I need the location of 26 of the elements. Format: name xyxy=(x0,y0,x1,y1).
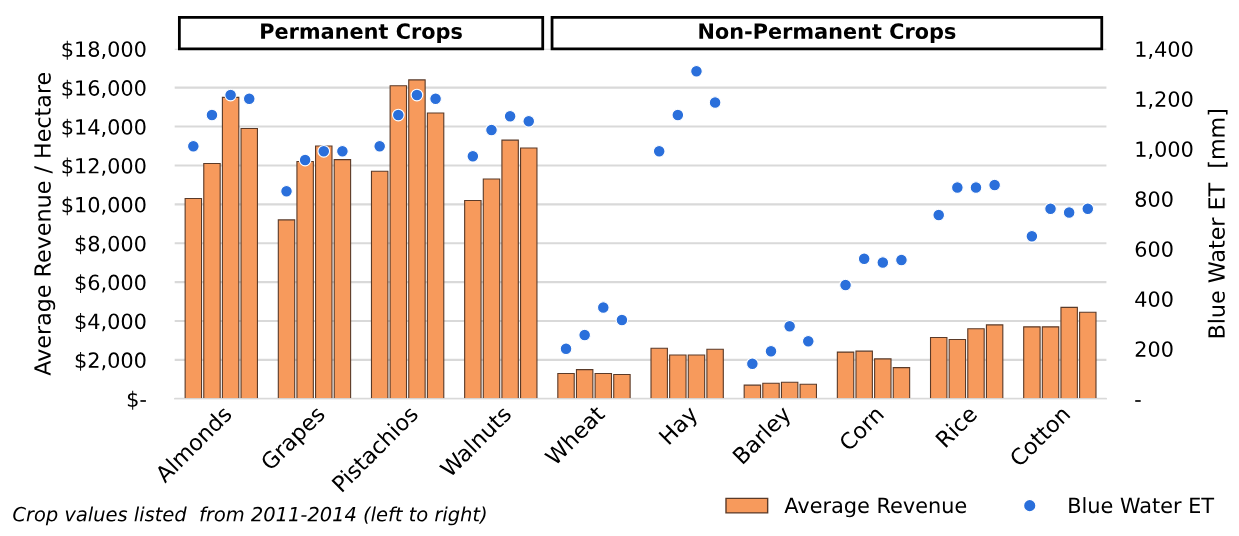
legend-label: Blue Water ET xyxy=(1069,497,1215,514)
text: Permanent Crops xyxy=(261,23,462,44)
y2-axis-title: Blue Water ET [mm] xyxy=(1207,110,1228,338)
y2-tick-label: 1,200 xyxy=(1136,91,1193,110)
text: Non-Permanent Crops xyxy=(699,23,956,44)
y2-tick-label: - xyxy=(1135,400,1141,402)
y-tick-label: $2,000 xyxy=(75,351,146,371)
y-tick-label: $14,000 xyxy=(62,118,146,138)
y2-tick-label: 1,000 xyxy=(1136,141,1193,160)
y-tick-label: $4,000 xyxy=(75,313,146,332)
y-tick-label: $6,000 xyxy=(75,274,146,294)
y2-tick-label: 800 xyxy=(1135,191,1173,207)
y-tick-label: $16,000 xyxy=(62,79,146,99)
y-tick-label: $- xyxy=(127,390,146,410)
y2-tick-label: 200 xyxy=(1135,341,1173,357)
x-tick-label: Hay xyxy=(658,404,702,449)
y2-tick-label: 1,400 xyxy=(1136,41,1193,60)
text: Crop values listed from 2011-2014 (left to right) xyxy=(13,506,486,526)
y2-tick-label: 400 xyxy=(1135,291,1173,307)
legend-label: Average Revenue xyxy=(784,497,967,518)
y-axis-title: Average Revenue / Hectare xyxy=(34,73,56,376)
y-tick-label: $12,000 xyxy=(62,157,146,177)
y-tick-label: $8,000 xyxy=(75,235,146,255)
y2-tick-label: 600 xyxy=(1135,241,1173,257)
y-tick-label: $18,000 xyxy=(62,40,146,60)
y-tick-label: $10,000 xyxy=(62,196,146,216)
